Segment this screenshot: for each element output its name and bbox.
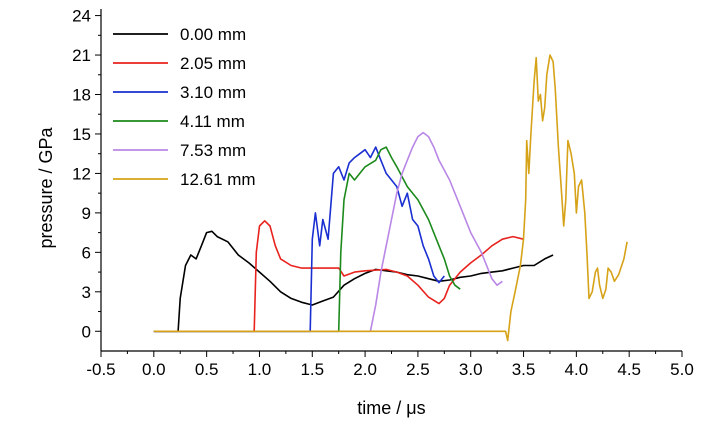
legend-label: 0.00 mm xyxy=(180,25,246,44)
legend: 0.00 mm 2.05 mm 3.10 mm 4.11 mm 7.53 mm 12.61… xyxy=(113,25,256,189)
series-line-0-00-mm xyxy=(153,230,554,333)
x-axis-label: time / μs xyxy=(357,398,425,418)
y-tick-label: 3 xyxy=(82,283,91,302)
series-line-3-10-mm xyxy=(153,146,445,333)
x-tick-label: 5.0 xyxy=(670,360,694,379)
y-tick-label: 9 xyxy=(82,204,91,223)
series-line-4-11-mm xyxy=(153,146,461,333)
x-tick-label: 2.0 xyxy=(353,360,377,379)
legend-label: 2.05 mm xyxy=(180,54,246,73)
y-tick-label: 18 xyxy=(72,86,91,105)
legend-label: 7.53 mm xyxy=(180,141,246,160)
y-axis-label: pressure / GPa xyxy=(36,126,56,248)
x-tick-label: 3.0 xyxy=(459,360,483,379)
y-tick-label: 21 xyxy=(72,46,91,65)
x-tick-label: 0.0 xyxy=(142,360,166,379)
x-tick-label: 4.5 xyxy=(617,360,641,379)
legend-label: 12.61 mm xyxy=(180,170,256,189)
x-tick-label: 3.5 xyxy=(512,360,536,379)
y-tick-label: 0 xyxy=(82,322,91,341)
plot-series xyxy=(153,54,628,342)
x-tick-label: 1.5 xyxy=(300,360,324,379)
axes: -0.5 0.0 0.5 1.0 1.5 2.0 2.5 3.0 3.5 4.0 4.5 5.0 0 3 6… xyxy=(72,7,694,379)
series-line-7-53-mm xyxy=(153,131,503,333)
x-tick-label: 4.0 xyxy=(565,360,589,379)
x-tick-label: 0.5 xyxy=(195,360,219,379)
series-line-12-61-mm xyxy=(153,54,628,342)
y-tick-label: 24 xyxy=(72,7,91,26)
legend-label: 4.11 mm xyxy=(180,112,245,131)
x-tick-label: -0.5 xyxy=(86,360,115,379)
x-tick-label: 2.5 xyxy=(406,360,430,379)
series-line-2-05-mm xyxy=(153,220,524,333)
legend-label: 3.10 mm xyxy=(180,83,246,102)
y-tick-label: 6 xyxy=(82,243,91,262)
y-tick-label: 12 xyxy=(72,164,91,183)
y-tick-label: 15 xyxy=(72,125,91,144)
x-tick-label: 1.0 xyxy=(248,360,272,379)
